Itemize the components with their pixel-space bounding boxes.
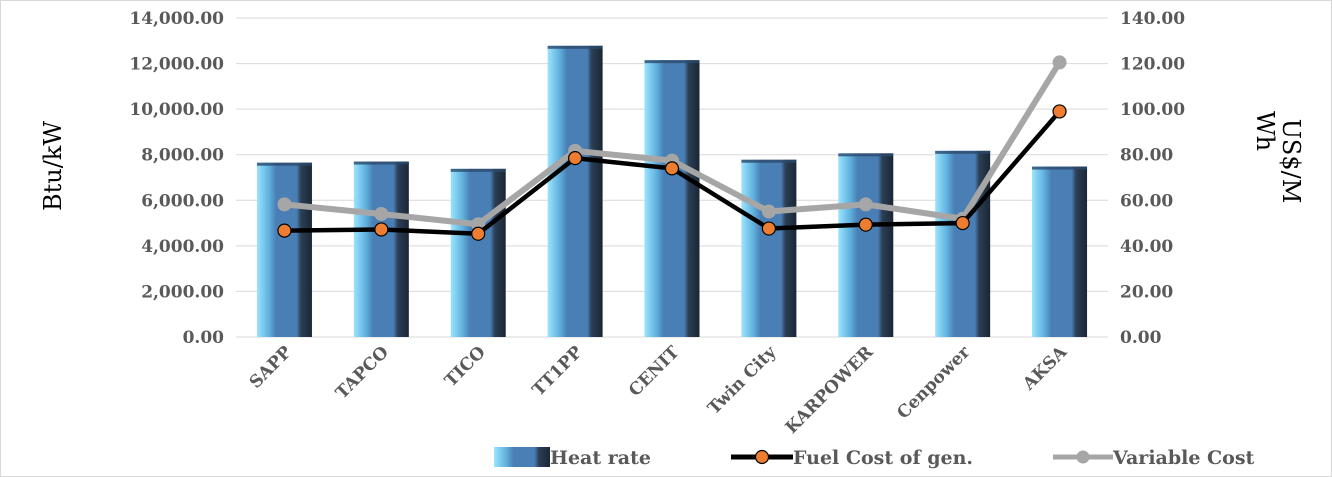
- fuel-cost-point: [858, 217, 873, 232]
- heat-rate-bar-cap: [838, 153, 894, 157]
- right-tick-label: 100.00: [1120, 100, 1185, 120]
- heat-rate-bar: [935, 150, 991, 337]
- heat-rate-bar: [450, 168, 506, 337]
- category-label: AKSA: [1018, 342, 1071, 395]
- fuel-cost-point: [471, 226, 486, 241]
- legend: Heat rate Fuel Cost of gen. Variable Cos…: [494, 447, 1255, 469]
- right-tick-label: 40.00: [1120, 237, 1173, 257]
- heat-rate-bar: [547, 45, 603, 337]
- left-tick-label: 0.00: [183, 328, 225, 348]
- category-label: CENIT: [625, 342, 684, 401]
- category-label: KARPOWER: [782, 342, 878, 438]
- right-tick-label: 0.00: [1120, 328, 1162, 348]
- legend-variable-cost-label: Variable Cost: [1112, 447, 1255, 469]
- category-labels: SAPP TAPCO TICO TT1PP CENIT Twin City KARPOWER…: [246, 342, 1072, 438]
- heat-rate-bar: [353, 161, 409, 337]
- variable-cost-point: [761, 204, 776, 219]
- right-tick-label: 140.00: [1120, 9, 1185, 29]
- left-tick-label: 14,000.00: [129, 9, 224, 29]
- heat-rate-bar: [644, 60, 700, 338]
- right-tick-label: 80.00: [1120, 146, 1173, 166]
- variable-cost-point: [277, 197, 292, 212]
- variable-cost-point: [1052, 55, 1067, 70]
- heat-rate-bar: [838, 153, 894, 337]
- heat-rate-bar-cap: [353, 161, 409, 165]
- heat-rate-bar-cap: [1032, 166, 1088, 170]
- heat-rate-bar-cap: [450, 168, 506, 172]
- heat-rate-bar-cap: [256, 162, 312, 166]
- fuel-cost-point: [277, 223, 292, 238]
- right-axis-title-line1: US$/M: [1277, 119, 1305, 204]
- legend-heat-rate-label: Heat rate: [550, 447, 651, 469]
- variable-cost-point: [374, 206, 389, 221]
- heat-rate-bar: [741, 159, 797, 337]
- category-label: SAPP: [246, 342, 296, 392]
- left-tick-label: 12,000.00: [129, 55, 224, 75]
- left-tick-label: 2,000.00: [141, 282, 224, 302]
- category-label: Twin City: [704, 342, 781, 419]
- fuel-cost-point: [568, 151, 583, 166]
- heat-rate-bar-cap: [741, 159, 797, 163]
- heat-rate-bar-cap: [547, 45, 603, 49]
- heat-rate-bar-cap: [935, 150, 991, 154]
- legend-heat-rate-swatch: [494, 447, 550, 467]
- category-label: TICO: [441, 342, 490, 391]
- right-tick-label: 120.00: [1120, 55, 1185, 75]
- fuel-cost-point: [955, 215, 970, 231]
- left-axis-title: Btu/kW: [39, 121, 67, 211]
- heat-rate-bar: [256, 162, 312, 337]
- heat-rate-bar-cap: [644, 60, 700, 64]
- right-axis-ticks: 0.00 20.00 40.00 60.00 80.00 100.00 120.00 140.…: [1120, 9, 1185, 348]
- left-axis-ticks: 0.00 2,000.00 4,000.00 6,000.00 8,000.00 10,0…: [129, 9, 224, 348]
- legend-fuel-cost-label: Fuel Cost of gen.: [793, 447, 973, 469]
- legend-fuel-cost-marker: [754, 449, 770, 465]
- legend-variable-cost-marker: [1076, 450, 1090, 464]
- left-tick-label: 4,000.00: [141, 237, 224, 257]
- heat-rate-bar: [1032, 166, 1088, 337]
- right-tick-label: 60.00: [1120, 191, 1173, 211]
- cost-lines: [277, 55, 1067, 241]
- left-tick-label: 8,000.00: [141, 146, 224, 166]
- variable-cost-point: [858, 197, 873, 212]
- category-label: Cenpower: [893, 342, 975, 424]
- left-tick-label: 10,000.00: [129, 100, 224, 120]
- fuel-cost-point: [374, 222, 389, 237]
- fuel-cost-point: [664, 161, 680, 176]
- heat-rate-bars: [256, 45, 1088, 338]
- fuel-cost-point: [1052, 104, 1067, 119]
- right-tick-label: 20.00: [1120, 282, 1173, 302]
- left-tick-label: 6,000.00: [141, 191, 224, 211]
- category-label: TAPCO: [332, 342, 393, 403]
- fuel-cost-point: [761, 221, 776, 236]
- category-label: TT1PP: [529, 342, 587, 400]
- right-axis-title-line2: Wh: [1251, 111, 1279, 151]
